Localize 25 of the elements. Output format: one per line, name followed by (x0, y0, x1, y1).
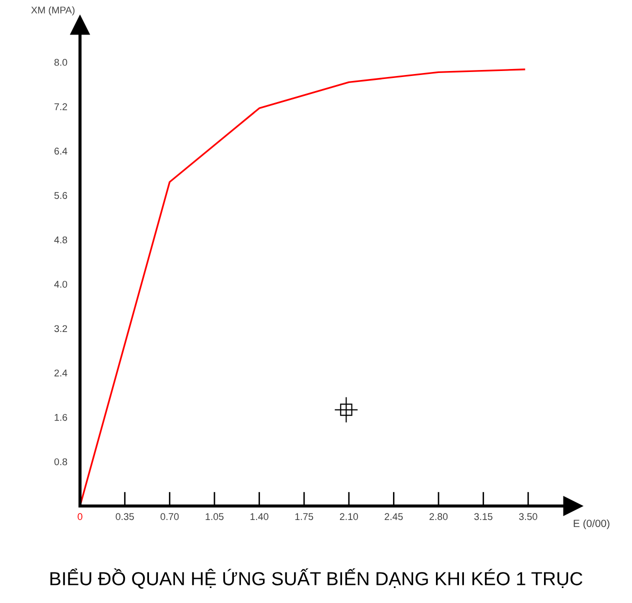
x-tick-label: 2.45 (384, 513, 403, 520)
x-tick-label: 1.05 (206, 513, 224, 520)
y-tick-label: 4.8 (54, 236, 68, 244)
x-tick-label: 3.15 (474, 513, 492, 520)
y-tick-label: 7.2 (54, 103, 68, 110)
y-tick-label: 4.0 (54, 280, 68, 288)
x-tick-label: 2.10 (340, 513, 358, 520)
x-tick-label: 0.70 (160, 513, 179, 520)
x-tick-label: 1.40 (250, 513, 268, 520)
x-axis-title: E (0/00) (574, 519, 610, 530)
y-tick-label: 0.8 (54, 458, 68, 466)
y-tick-label: 2.4 (54, 370, 68, 376)
y-tick-label: 5.6 (54, 192, 68, 199)
x-tick-label: 3.50 (519, 513, 538, 520)
y-tick-label: 6.4 (54, 148, 68, 155)
x-tick-label: 2.80 (430, 513, 448, 520)
y-tick-label: 8.0 (54, 58, 68, 66)
line-series (80, 68, 526, 506)
y-tick-label: 1.6 (54, 414, 68, 421)
x-tick-label: 0 (78, 513, 82, 520)
x-tick-label: 0.35 (116, 513, 134, 520)
x-tick-label: 1.75 (295, 513, 314, 520)
y-axis-title: XM (MPA) (31, 6, 74, 16)
text: BIỂU ĐỒ QUAN HỆ ỨNG SUẤT BIẾN DẠNG KHI KÉO 1 TRỤC (50, 568, 582, 589)
y-tick-label: 3.2 (54, 325, 68, 332)
